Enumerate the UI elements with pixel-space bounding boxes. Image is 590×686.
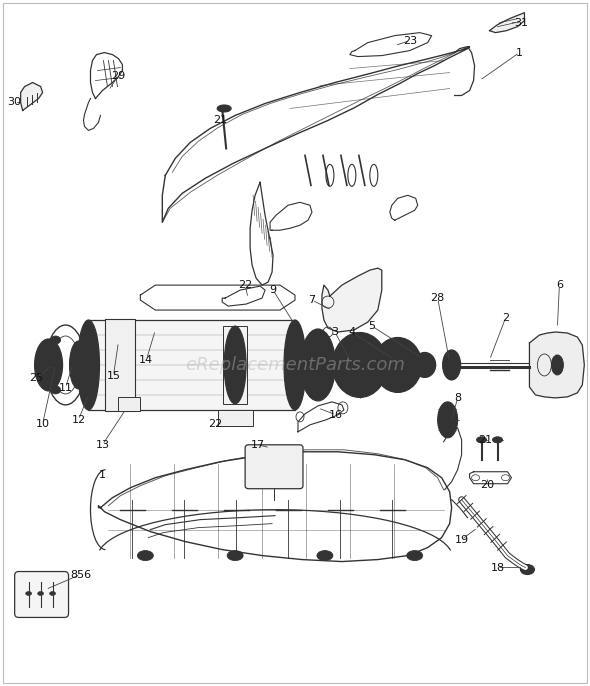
Text: 13: 13 [96, 440, 110, 450]
Text: 8: 8 [454, 393, 461, 403]
Ellipse shape [493, 437, 503, 442]
Ellipse shape [227, 551, 243, 560]
Ellipse shape [552, 355, 563, 375]
Text: 856: 856 [70, 569, 91, 580]
Bar [223, 326, 247, 404]
Ellipse shape [77, 320, 100, 410]
Bar [218, 410, 253, 426]
Bar [106, 319, 135, 411]
Polygon shape [490, 12, 525, 33]
Ellipse shape [35, 339, 63, 391]
Ellipse shape [407, 551, 422, 560]
Text: 7: 7 [309, 295, 316, 305]
Bar [119, 397, 140, 411]
Text: 17: 17 [251, 440, 265, 450]
Bar [88, 320, 295, 410]
Polygon shape [529, 332, 584, 398]
Ellipse shape [442, 350, 461, 380]
Ellipse shape [38, 591, 44, 595]
Ellipse shape [224, 326, 246, 404]
Text: 2: 2 [502, 313, 509, 323]
Text: 5: 5 [368, 321, 375, 331]
Ellipse shape [217, 105, 231, 112]
Text: 10: 10 [35, 419, 50, 429]
Polygon shape [21, 82, 42, 110]
Text: 29: 29 [112, 71, 126, 80]
Ellipse shape [317, 551, 333, 560]
Ellipse shape [50, 591, 55, 595]
Text: 3: 3 [332, 327, 339, 337]
Text: 20: 20 [480, 480, 494, 490]
Text: 18: 18 [490, 563, 504, 573]
Text: 9: 9 [270, 285, 277, 295]
Text: 1: 1 [99, 470, 106, 480]
Text: 6: 6 [556, 280, 563, 290]
Text: 11: 11 [58, 383, 73, 393]
Text: 25: 25 [30, 373, 44, 383]
Text: 16: 16 [329, 410, 343, 420]
FancyBboxPatch shape [245, 445, 303, 488]
Ellipse shape [51, 336, 61, 344]
Ellipse shape [414, 353, 435, 377]
Text: 22: 22 [238, 280, 253, 290]
Text: 30: 30 [8, 97, 22, 108]
Text: 15: 15 [106, 371, 120, 381]
Ellipse shape [520, 565, 535, 575]
Text: 14: 14 [139, 355, 153, 365]
Text: 28: 28 [431, 293, 445, 303]
Text: 12: 12 [71, 415, 86, 425]
Ellipse shape [25, 591, 32, 595]
Text: 22: 22 [208, 419, 222, 429]
FancyBboxPatch shape [15, 571, 68, 617]
Ellipse shape [51, 386, 61, 394]
Text: 31: 31 [514, 18, 529, 27]
Ellipse shape [382, 346, 414, 384]
Text: 19: 19 [454, 534, 468, 545]
Text: 21: 21 [478, 435, 493, 445]
Ellipse shape [300, 329, 335, 401]
Text: 1: 1 [516, 47, 523, 58]
Ellipse shape [332, 333, 387, 397]
Ellipse shape [374, 338, 422, 392]
Ellipse shape [477, 437, 487, 442]
Ellipse shape [308, 344, 328, 386]
Text: 21: 21 [213, 115, 227, 126]
Text: 23: 23 [402, 36, 417, 45]
Ellipse shape [41, 349, 57, 381]
Text: 4: 4 [348, 327, 355, 337]
Ellipse shape [137, 551, 153, 560]
Ellipse shape [438, 402, 458, 438]
Ellipse shape [70, 341, 87, 389]
Polygon shape [322, 268, 382, 332]
Text: eReplacementParts.com: eReplacementParts.com [185, 356, 405, 374]
Ellipse shape [284, 320, 306, 410]
